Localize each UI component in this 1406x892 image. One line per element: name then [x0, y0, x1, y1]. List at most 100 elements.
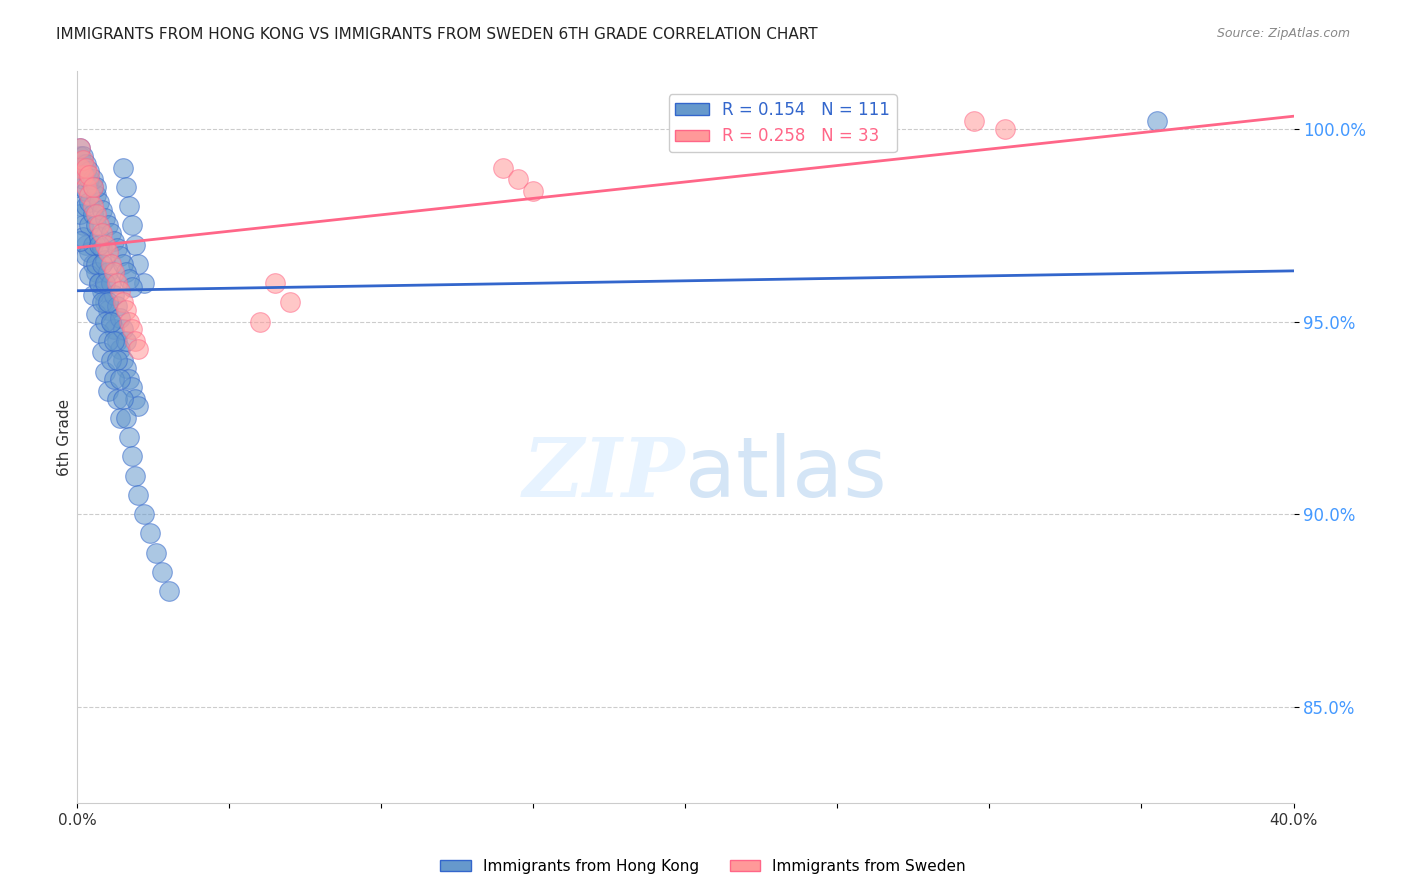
Point	[72, 169, 94, 183]
Point	[84, 257, 107, 271]
Point	[115, 264, 138, 278]
Point	[84, 307, 107, 321]
Point	[118, 272, 141, 286]
Point	[105, 353, 128, 368]
Point	[75, 184, 97, 198]
Point	[121, 219, 143, 233]
Point	[115, 179, 138, 194]
Text: ZIP: ZIP	[523, 434, 686, 514]
Point	[152, 565, 174, 579]
Point	[508, 172, 530, 186]
Point	[134, 507, 156, 521]
Point	[90, 242, 112, 256]
Point	[108, 249, 131, 263]
Point	[90, 345, 112, 359]
Y-axis label: 6th Grade: 6th Grade	[56, 399, 72, 475]
Point	[84, 207, 107, 221]
Point	[127, 342, 149, 356]
Point	[72, 230, 94, 244]
Point	[72, 219, 94, 233]
Point	[79, 164, 101, 178]
Point	[79, 195, 101, 210]
Point	[121, 380, 143, 394]
Point	[103, 322, 125, 336]
Point	[93, 276, 115, 290]
Point	[100, 315, 122, 329]
Point	[108, 372, 131, 386]
Point	[103, 234, 125, 248]
Point	[90, 295, 112, 310]
Point	[75, 157, 97, 171]
Point	[72, 149, 94, 163]
Point	[84, 187, 107, 202]
Point	[103, 372, 125, 386]
Point	[492, 161, 515, 175]
Point	[87, 195, 110, 210]
Point	[118, 430, 141, 444]
Point	[87, 230, 110, 244]
Point	[108, 342, 131, 356]
Point	[82, 237, 104, 252]
Point	[87, 276, 110, 290]
Point	[75, 199, 97, 213]
Point	[69, 161, 91, 175]
Point	[84, 179, 107, 194]
Point	[100, 315, 122, 329]
Point	[79, 219, 101, 233]
Point	[75, 161, 97, 175]
Point	[249, 315, 271, 329]
Point	[121, 280, 143, 294]
Point	[105, 242, 128, 256]
Point	[115, 360, 138, 375]
Point	[1146, 114, 1168, 128]
Point	[118, 199, 141, 213]
Point	[84, 219, 107, 233]
Point	[127, 488, 149, 502]
Point	[127, 399, 149, 413]
Point	[105, 392, 128, 406]
Point	[105, 334, 128, 348]
Point	[82, 207, 104, 221]
Point	[124, 237, 146, 252]
Point	[72, 157, 94, 171]
Point	[124, 334, 146, 348]
Point	[121, 322, 143, 336]
Point	[69, 149, 91, 163]
Point	[103, 287, 125, 301]
Point	[93, 237, 115, 252]
Point	[97, 219, 120, 233]
Point	[100, 226, 122, 240]
Text: atlas: atlas	[686, 434, 887, 514]
Point	[79, 245, 101, 260]
Point	[69, 207, 91, 221]
Text: Source: ZipAtlas.com: Source: ZipAtlas.com	[1216, 27, 1350, 40]
Point	[90, 226, 112, 240]
Point	[75, 179, 97, 194]
Point	[72, 153, 94, 167]
Point	[93, 315, 115, 329]
Point	[100, 353, 122, 368]
Point	[97, 245, 120, 260]
Point	[72, 179, 94, 194]
Point	[121, 450, 143, 464]
Point	[79, 268, 101, 283]
Point	[93, 211, 115, 225]
Legend: Immigrants from Hong Kong, Immigrants from Sweden: Immigrants from Hong Kong, Immigrants fr…	[434, 853, 972, 880]
Point	[75, 237, 97, 252]
Point	[278, 295, 301, 310]
Point	[82, 172, 104, 186]
Text: IMMIGRANTS FROM HONG KONG VS IMMIGRANTS FROM SWEDEN 6TH GRADE CORRELATION CHART: IMMIGRANTS FROM HONG KONG VS IMMIGRANTS …	[56, 27, 818, 42]
Point	[118, 315, 141, 329]
Point	[97, 295, 120, 310]
Point	[103, 334, 125, 348]
Point	[108, 284, 131, 298]
Point	[127, 257, 149, 271]
Point	[90, 202, 112, 217]
Point	[522, 184, 544, 198]
Point	[82, 257, 104, 271]
Point	[97, 334, 120, 348]
Point	[87, 219, 110, 233]
Point	[69, 234, 91, 248]
Point	[124, 468, 146, 483]
Point	[93, 252, 115, 267]
